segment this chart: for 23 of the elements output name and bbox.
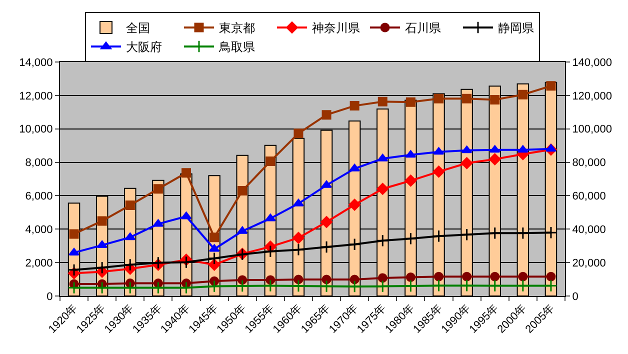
y-tick-label: 2,000 bbox=[25, 257, 53, 270]
y-tick-label: 6,000 bbox=[25, 190, 53, 203]
legend-label: 大阪府 bbox=[126, 40, 162, 54]
y2-tick-label: 140,000 bbox=[572, 56, 612, 69]
y-tick-label: 0 bbox=[46, 290, 53, 303]
y-tick-label: 12,000 bbox=[19, 90, 53, 102]
y2-tick-label: 60,000 bbox=[572, 190, 606, 203]
legend-label: 東京都 bbox=[219, 21, 255, 36]
legend-label: 鳥取県 bbox=[218, 40, 255, 54]
legend-label: 静岡県 bbox=[498, 21, 534, 36]
y-tick-label: 10,000 bbox=[19, 124, 53, 136]
y-tick-label: 14,000 bbox=[19, 56, 53, 69]
y2-tick-label: 120,000 bbox=[572, 90, 612, 102]
y2-tick-label: 0 bbox=[572, 290, 578, 303]
legend-label: 石川県 bbox=[405, 21, 441, 36]
y2-tick-label: 80,000 bbox=[572, 157, 606, 170]
y-tick-label: 8,000 bbox=[25, 157, 53, 170]
y2-tick-label: 40,000 bbox=[572, 224, 606, 236]
y-tick-label: 4,000 bbox=[25, 224, 53, 236]
y2-tick-label: 100,000 bbox=[572, 124, 612, 136]
legend-label: 神奈川県 bbox=[312, 21, 360, 36]
y2-tick-label: 20,000 bbox=[572, 257, 606, 270]
legend-label: 全国 bbox=[126, 21, 150, 36]
